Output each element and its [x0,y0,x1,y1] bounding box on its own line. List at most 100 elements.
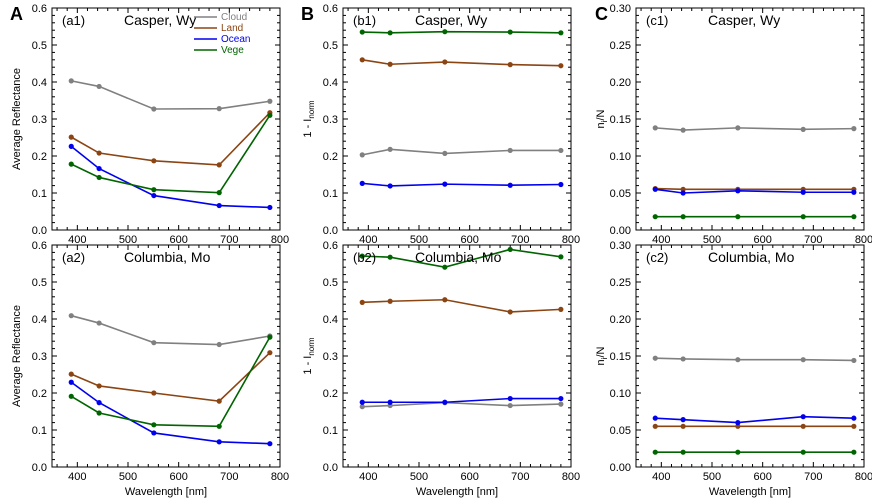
data-point-cloud [151,340,157,346]
y-tick-label: 0.10 [610,388,631,400]
data-point-ocean [680,417,686,423]
x-tick-label: 800 [562,234,580,246]
data-point-cloud [800,357,806,363]
data-point-cloud [151,106,157,112]
y-tick-label: 0.3 [32,351,47,363]
y-tick-label: 0.20 [610,77,631,89]
panel-c1: 400 500 600 700 800 0.00 0.05 0.10 0.15 0.20 0.25 0… [595,3,872,246]
panel-title: Casper, Wy [415,12,487,28]
data-point-ocean [735,188,741,194]
data-point-cloud [652,355,658,361]
panel-a1: 400 500 600 700 800 0.0 0.1 0.2 0.3 0.4 0.5 0.6 Aver… [11,3,289,246]
y-tick-label: 0.2 [323,151,338,163]
data-point-cloud [96,83,102,90]
y-tick-label: 0.0 [32,225,47,237]
data-point-vege [359,29,365,35]
data-point-ocean [558,395,564,402]
data-point-land [680,186,686,192]
panel-b2: 400 500 600 700 800 0.0 0.1 0.2 0.3 0.4 0.5 0.6 1 - … [302,240,580,498]
data-point-land [652,423,658,429]
data-point-land [387,61,393,67]
data-point-ocean [267,204,273,211]
y-tick-label: 0.3 [323,114,338,126]
data-point-ocean [151,192,157,199]
data-point-ocean [851,189,857,195]
data-point-land [267,350,273,356]
y-tick-label: 0.25 [610,277,631,289]
x-tick-label: 600 [169,234,187,246]
panel-title: Columbia, Mo [124,249,211,265]
data-point-ocean [387,183,393,189]
data-point-ocean [359,180,365,186]
panel-title: Columbia, Mo [415,249,502,265]
data-point-vege [387,254,393,260]
plot-frame [635,244,865,468]
data-point-land [558,63,564,69]
legend-label-vege: Vege [221,45,244,56]
x-tick-label: 600 [753,471,771,483]
data-point-vege [151,422,157,428]
data-point-vege [680,449,686,455]
data-point-land [507,62,513,68]
data-point-cloud [216,341,222,348]
plot-frame [635,7,865,231]
data-point-cloud [68,78,74,84]
data-point-vege [680,214,686,220]
x-tick-label: 700 [804,234,822,246]
legend-label-cloud: Cloud [221,12,247,23]
y-axis-label: ni/N [595,346,609,365]
data-point-ocean [442,181,448,187]
data-point-ocean [96,400,102,406]
data-point-land [442,297,448,303]
series-line-cloud [71,314,270,346]
x-tick-label: 400 [68,234,86,246]
y-tick-label: 0.6 [323,3,338,15]
panel-tag: (b1) [353,13,376,28]
data-point-cloud [652,125,658,131]
data-point-cloud [387,146,393,152]
y-tick-label: 0.4 [32,77,47,89]
x-tick-label: 500 [119,471,137,483]
y-tick-label: 0.3 [32,114,47,126]
x-tick-label: 700 [511,471,529,483]
data-point-ocean [680,190,686,196]
y-tick-label: 0.0 [323,462,338,474]
panel-tag: (a2) [62,250,85,265]
data-point-ocean [507,182,513,188]
x-tick-label: 700 [511,234,529,246]
y-tick-label: 0.6 [323,240,338,252]
data-point-vege [507,29,513,35]
data-point-land [558,306,564,312]
y-tick-label: 0.2 [32,151,47,163]
y-tick-label: 0.4 [323,314,338,326]
x-axis-label: Wavelength [nm] [416,486,498,498]
y-tick-label: 0.2 [32,388,47,400]
data-point-vege [96,410,102,416]
y-tick-label: 0.0 [323,225,338,237]
x-tick-label: 800 [855,234,872,246]
y-tick-label: 0.4 [32,314,47,326]
data-point-vege [652,214,658,220]
x-tick-label: 400 [359,234,377,246]
data-point-cloud [216,106,222,112]
data-point-vege [800,214,806,220]
data-point-ocean [387,399,393,405]
panel-a2: 400 500 600 700 800 0.0 0.1 0.2 0.3 0.4 0.5 0.6 Aver… [11,240,289,498]
data-point-ocean [800,189,806,195]
series-line-land [70,112,271,166]
y-axis-label: Average Reflectance [11,305,23,407]
x-tick-label: 800 [271,234,289,246]
y-tick-label: 0.6 [32,240,47,252]
data-point-ocean [652,186,658,192]
x-tick-label: 400 [359,471,377,483]
plot-frame [342,244,572,468]
panel-c2: 400 500 600 700 800 0.00 0.05 0.10 0.15 0.20 0.25 0… [595,240,872,498]
y-axis-label: 1 - Inorm [302,100,316,138]
x-tick-label: 400 [652,471,670,483]
data-point-land [387,298,393,304]
data-point-ocean [800,414,806,420]
section-label-a: A [10,4,23,24]
data-point-vege [68,161,74,167]
data-point-vege [800,449,806,455]
data-point-ocean [68,379,74,385]
